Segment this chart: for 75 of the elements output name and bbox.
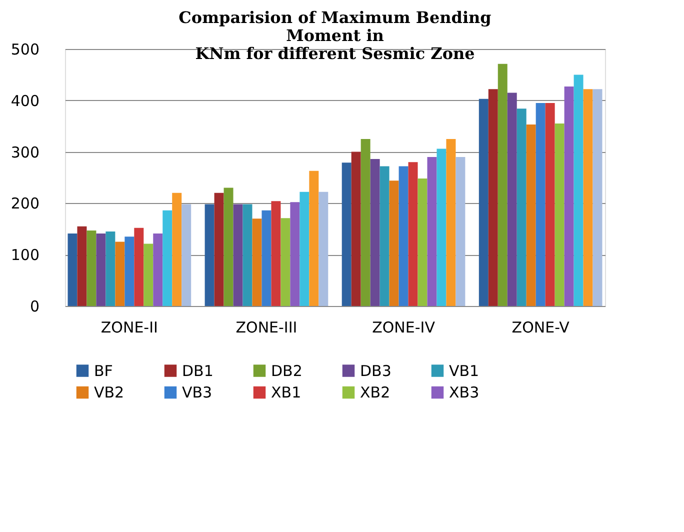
x-tick-label: ZONE-II — [100, 318, 158, 336]
bar — [408, 162, 418, 306]
bar — [516, 108, 526, 306]
bar — [418, 178, 428, 306]
legend-label: VB2 — [94, 384, 124, 402]
bar — [488, 89, 498, 306]
y-tick-label: 300 — [10, 143, 40, 162]
bar — [574, 74, 584, 306]
bar — [172, 192, 182, 306]
bar — [456, 156, 466, 306]
bar — [300, 192, 310, 306]
bar — [77, 226, 87, 306]
text: KNm for different Sesmic Zone — [195, 44, 475, 63]
bar — [318, 192, 328, 306]
bar — [427, 156, 437, 306]
x-tick-label: ZONE-V — [512, 318, 570, 336]
bar — [162, 210, 172, 306]
y-tick-label: 200 — [10, 194, 40, 213]
bar — [592, 89, 602, 306]
bar — [214, 192, 224, 306]
bar — [360, 138, 370, 306]
bar — [262, 210, 272, 306]
legend-label: XB2 — [360, 384, 390, 402]
bar — [242, 204, 252, 306]
legend-label: DB3 — [360, 362, 392, 380]
bar — [446, 138, 456, 306]
bar — [106, 231, 116, 306]
bar — [252, 218, 262, 306]
bar — [398, 166, 408, 306]
bar — [280, 218, 290, 306]
legend-label: VB3 — [182, 384, 212, 402]
bar — [342, 162, 352, 306]
bar — [498, 64, 508, 306]
y-tick-label: 500 — [10, 40, 40, 58]
bar — [526, 124, 536, 306]
bar — [204, 204, 214, 306]
bar — [153, 234, 163, 306]
text: Comparision of Maximum Bending — [178, 8, 492, 27]
legend-label: XB1 — [271, 384, 302, 402]
bar — [144, 244, 154, 306]
bar — [389, 180, 399, 306]
legend-label: VB1 — [449, 362, 480, 380]
bar — [554, 124, 564, 306]
y-tick-label: 400 — [10, 92, 40, 110]
legend-label: XB3 — [449, 384, 480, 402]
bar — [115, 242, 125, 306]
bar — [182, 204, 192, 306]
y-tick-label: 0 — [30, 298, 40, 316]
bar — [536, 102, 546, 306]
x-tick-label: ZONE-IV — [372, 318, 436, 336]
bar — [478, 98, 488, 306]
bar — [380, 166, 390, 306]
text: Moment in — [286, 26, 384, 45]
bar — [436, 148, 446, 306]
bar — [290, 202, 300, 306]
bar — [233, 204, 243, 306]
bar — [583, 89, 593, 306]
bar — [271, 201, 281, 306]
bar — [96, 234, 106, 306]
x-tick-label: ZONE-III — [236, 318, 298, 336]
bar — [564, 86, 574, 306]
y-tick-label: 100 — [10, 246, 40, 264]
bar — [309, 170, 319, 306]
bar — [86, 230, 96, 306]
bar — [370, 158, 380, 306]
bar — [545, 102, 555, 306]
bar — [68, 234, 78, 306]
bar — [351, 152, 361, 306]
bar — [224, 188, 234, 306]
bar — [124, 236, 134, 306]
bar — [507, 92, 517, 306]
legend-label: BF — [94, 362, 113, 380]
legend-label: DB2 — [271, 362, 302, 380]
legend-label: DB1 — [182, 362, 214, 380]
bar — [134, 228, 144, 306]
